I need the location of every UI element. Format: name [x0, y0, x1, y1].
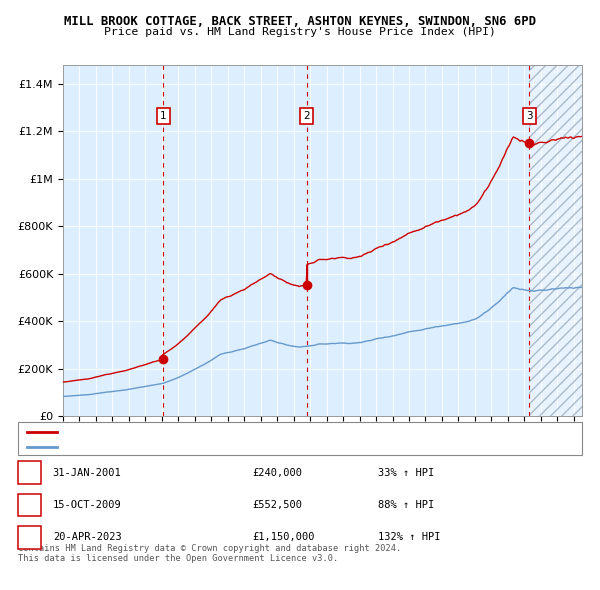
Text: Price paid vs. HM Land Registry's House Price Index (HPI): Price paid vs. HM Land Registry's House …	[104, 27, 496, 37]
Text: 2: 2	[304, 111, 310, 121]
Text: 88% ↑ HPI: 88% ↑ HPI	[378, 500, 434, 510]
Text: 20-APR-2023: 20-APR-2023	[53, 533, 122, 542]
Text: 31-JAN-2001: 31-JAN-2001	[53, 468, 122, 477]
Text: £1,150,000: £1,150,000	[252, 533, 314, 542]
Text: £240,000: £240,000	[252, 468, 302, 477]
Text: MILL BROOK COTTAGE, BACK STREET, ASHTON KEYNES, SWINDON, SN6 6PD: MILL BROOK COTTAGE, BACK STREET, ASHTON …	[64, 15, 536, 28]
Text: Contains HM Land Registry data © Crown copyright and database right 2024.
This d: Contains HM Land Registry data © Crown c…	[18, 544, 401, 563]
Text: 3: 3	[526, 111, 533, 121]
Text: 1: 1	[26, 468, 33, 477]
Text: £552,500: £552,500	[252, 500, 302, 510]
Text: 3: 3	[26, 533, 33, 542]
Bar	[529, 65, 582, 416]
Text: 2: 2	[26, 500, 33, 510]
Text: 1: 1	[160, 111, 167, 121]
Text: MILL BROOK COTTAGE, BACK STREET, ASHTON KEYNES, SWINDON, SN6 6PD (detached h...: MILL BROOK COTTAGE, BACK STREET, ASHTON …	[63, 427, 458, 436]
Text: 132% ↑ HPI: 132% ↑ HPI	[378, 533, 440, 542]
Text: 15-OCT-2009: 15-OCT-2009	[53, 500, 122, 510]
Bar	[529, 65, 582, 416]
Text: HPI: Average price, detached house, Wiltshire: HPI: Average price, detached house, Wilt…	[63, 442, 288, 452]
Bar	[529, 65, 582, 416]
Text: 33% ↑ HPI: 33% ↑ HPI	[378, 468, 434, 477]
